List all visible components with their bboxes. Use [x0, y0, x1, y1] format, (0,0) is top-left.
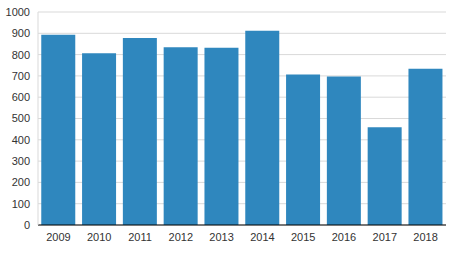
svg-text:2011: 2011 [128, 231, 152, 243]
svg-text:2016: 2016 [332, 231, 356, 243]
svg-text:2014: 2014 [250, 231, 274, 243]
svg-text:300: 300 [12, 155, 30, 167]
svg-text:100: 100 [12, 198, 30, 210]
svg-text:900: 900 [12, 27, 30, 39]
svg-text:2013: 2013 [209, 231, 233, 243]
svg-text:800: 800 [12, 49, 30, 61]
svg-text:2017: 2017 [373, 231, 397, 243]
svg-text:500: 500 [12, 112, 30, 124]
svg-text:2018: 2018 [413, 231, 437, 243]
svg-text:2015: 2015 [291, 231, 315, 243]
svg-text:2010: 2010 [87, 231, 111, 243]
svg-text:200: 200 [12, 176, 30, 188]
svg-text:0: 0 [24, 219, 30, 231]
svg-text:700: 700 [12, 70, 30, 82]
svg-text:600: 600 [12, 91, 30, 103]
svg-text:2012: 2012 [169, 231, 193, 243]
svg-text:400: 400 [12, 134, 30, 146]
svg-text:1000: 1000 [8, 6, 30, 18]
svg-text:2009: 2009 [46, 231, 70, 243]
